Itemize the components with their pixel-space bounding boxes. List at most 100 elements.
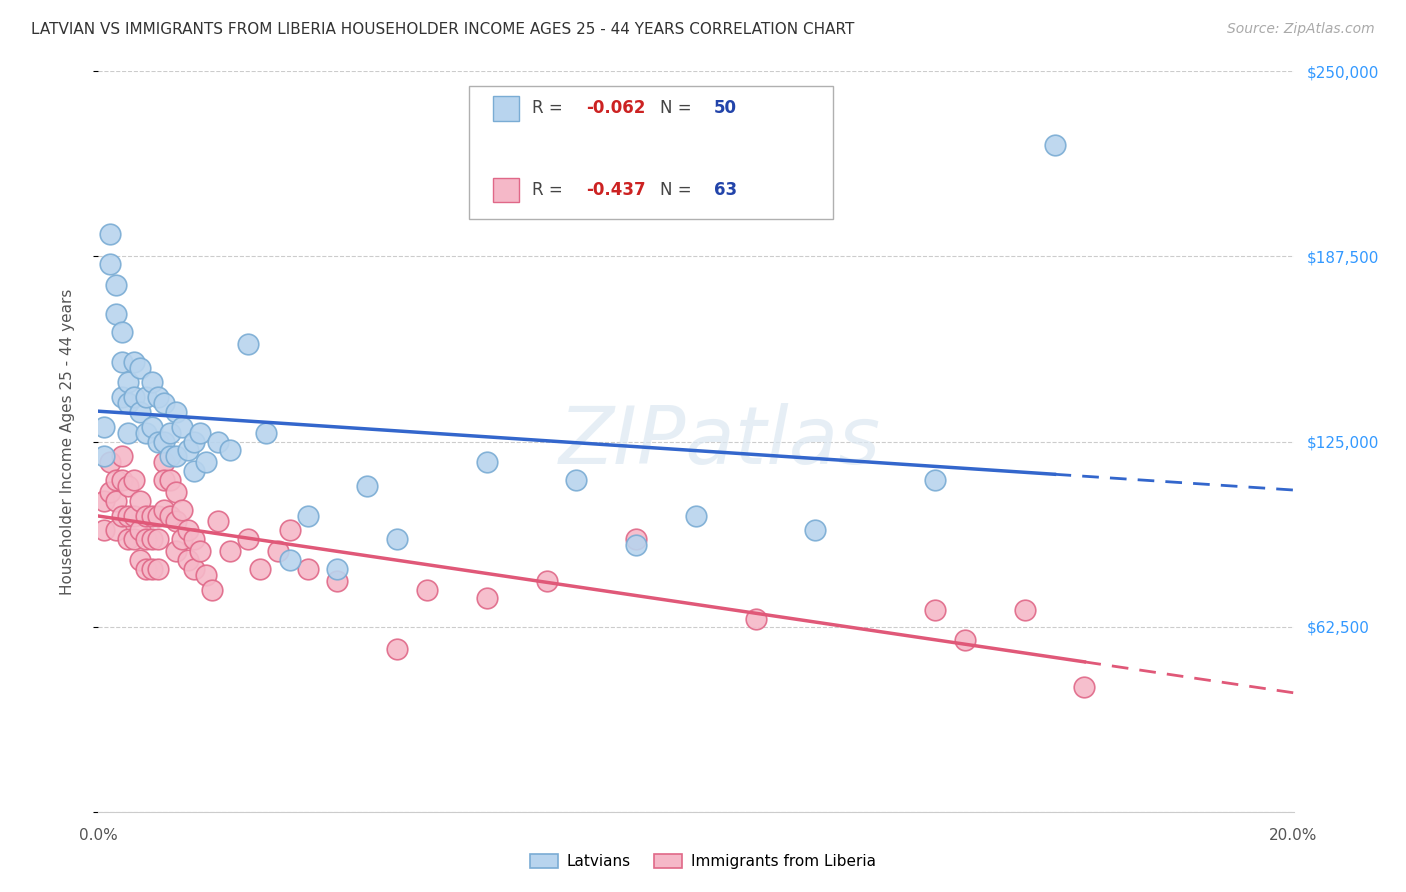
Point xyxy=(685,508,707,523)
Point xyxy=(124,473,146,487)
Point xyxy=(183,434,205,449)
Point xyxy=(141,562,163,576)
Point xyxy=(111,508,134,523)
Point xyxy=(297,562,319,576)
Text: N =: N = xyxy=(661,181,697,199)
Point xyxy=(129,405,152,419)
Text: 50: 50 xyxy=(714,99,737,118)
Point xyxy=(135,390,157,404)
Point xyxy=(254,425,277,440)
Point xyxy=(153,396,176,410)
Point xyxy=(93,450,115,464)
Point xyxy=(141,419,163,434)
Text: Source: ZipAtlas.com: Source: ZipAtlas.com xyxy=(1227,22,1375,37)
Point xyxy=(626,538,648,552)
Point xyxy=(165,515,187,529)
Point xyxy=(236,533,259,547)
Point xyxy=(626,533,648,547)
Point xyxy=(124,354,146,368)
Point xyxy=(183,533,205,547)
Point xyxy=(183,464,205,478)
Point xyxy=(153,455,176,469)
Point xyxy=(98,484,122,499)
Point xyxy=(117,533,139,547)
Point xyxy=(98,257,122,271)
Point xyxy=(148,533,170,547)
Point xyxy=(165,450,187,464)
Point xyxy=(188,425,211,440)
Point xyxy=(536,574,558,588)
Point xyxy=(195,567,218,582)
Point xyxy=(1073,681,1095,695)
Point xyxy=(153,473,176,487)
Point xyxy=(98,227,122,242)
Point xyxy=(165,405,187,419)
Point xyxy=(385,641,409,656)
Point xyxy=(148,562,170,576)
FancyBboxPatch shape xyxy=(494,96,519,121)
Point xyxy=(148,390,170,404)
Point xyxy=(356,479,378,493)
Point xyxy=(1043,138,1066,153)
FancyBboxPatch shape xyxy=(494,178,519,202)
Point xyxy=(135,425,157,440)
Point xyxy=(172,533,194,547)
Point xyxy=(124,390,146,404)
Point xyxy=(93,493,115,508)
Point xyxy=(953,632,976,647)
Text: LATVIAN VS IMMIGRANTS FROM LIBERIA HOUSEHOLDER INCOME AGES 25 - 44 YEARS CORRELA: LATVIAN VS IMMIGRANTS FROM LIBERIA HOUSE… xyxy=(31,22,855,37)
Point xyxy=(924,603,946,617)
Point xyxy=(326,574,349,588)
Point xyxy=(141,533,163,547)
Text: ZIPatlas: ZIPatlas xyxy=(558,402,882,481)
Point xyxy=(117,425,139,440)
Point xyxy=(111,325,134,339)
Y-axis label: Householder Income Ages 25 - 44 years: Householder Income Ages 25 - 44 years xyxy=(60,288,75,595)
Point xyxy=(172,502,194,516)
Legend: Latvians, Immigrants from Liberia: Latvians, Immigrants from Liberia xyxy=(524,848,882,875)
Point xyxy=(267,544,290,558)
Point xyxy=(924,473,946,487)
Text: -0.062: -0.062 xyxy=(586,99,645,118)
Point xyxy=(249,562,271,576)
Point xyxy=(129,524,152,538)
Point xyxy=(105,524,128,538)
Point xyxy=(141,508,163,523)
Point xyxy=(183,562,205,576)
Point xyxy=(172,419,194,434)
Point xyxy=(159,508,181,523)
Point xyxy=(117,508,139,523)
Point xyxy=(159,450,181,464)
Point xyxy=(129,493,152,508)
Point xyxy=(105,277,128,292)
Text: 63: 63 xyxy=(714,181,737,199)
Point xyxy=(201,582,224,597)
Point xyxy=(159,425,181,440)
Point xyxy=(148,508,170,523)
Point xyxy=(207,434,229,449)
Point xyxy=(159,473,181,487)
Point xyxy=(297,508,319,523)
Point xyxy=(98,455,122,469)
Point xyxy=(236,336,259,351)
Text: R =: R = xyxy=(533,181,568,199)
Point xyxy=(93,524,115,538)
Point xyxy=(804,524,827,538)
Point xyxy=(177,443,200,458)
Point xyxy=(565,473,588,487)
Point xyxy=(207,515,229,529)
Point xyxy=(117,376,139,390)
Point xyxy=(93,419,115,434)
Point xyxy=(124,533,146,547)
Point xyxy=(135,508,157,523)
Point xyxy=(111,450,134,464)
Point xyxy=(165,484,187,499)
Point xyxy=(177,524,200,538)
Point xyxy=(177,553,200,567)
Point xyxy=(219,443,242,458)
Point xyxy=(153,434,176,449)
Point xyxy=(195,455,218,469)
Point xyxy=(475,455,498,469)
Text: N =: N = xyxy=(661,99,697,118)
Point xyxy=(105,493,128,508)
